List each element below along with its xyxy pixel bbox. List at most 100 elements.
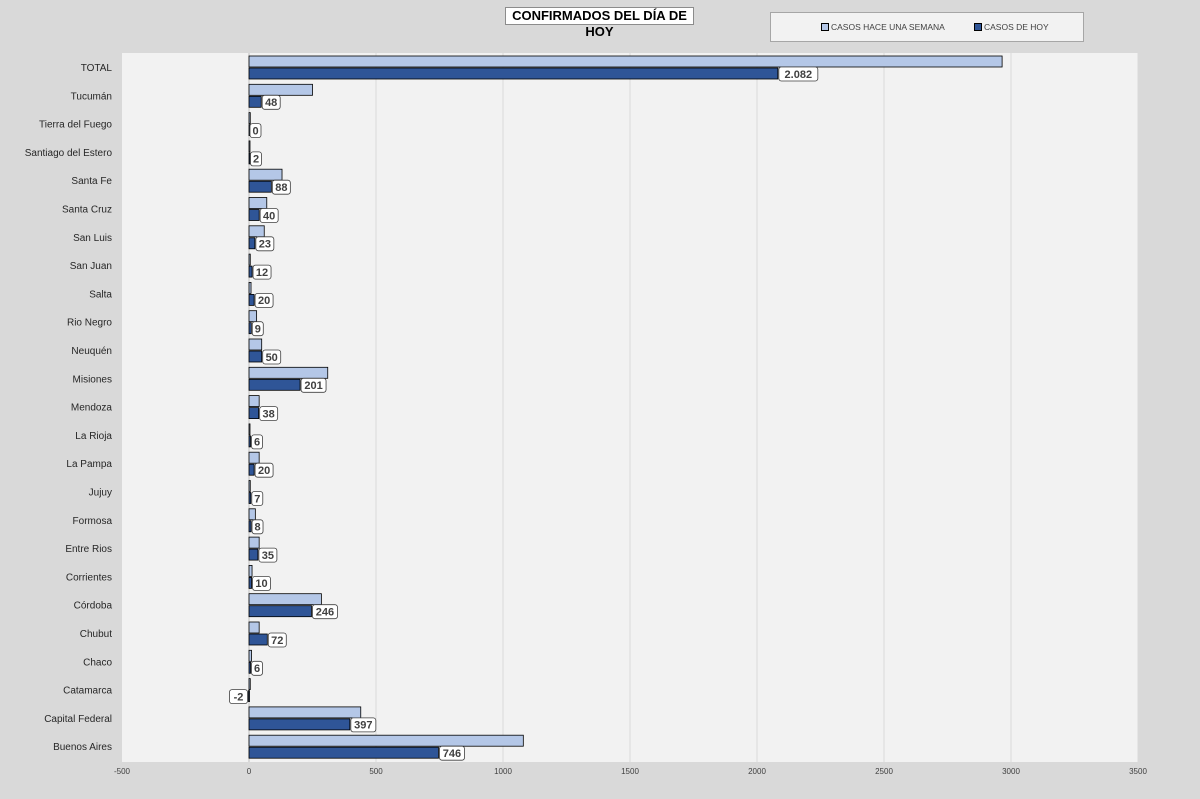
data-label-box <box>312 604 338 620</box>
data-label-box <box>229 689 248 704</box>
data-label-box <box>251 321 264 337</box>
chart-title: CONFIRMADOS DEL DÍA DE HOY <box>505 7 694 39</box>
bar-today <box>248 718 351 731</box>
category-label: Corrientes <box>66 572 112 583</box>
category-label: Capital Federal <box>44 714 112 725</box>
legend: CASOS HACE UNA SEMANA CASOS DE HOY <box>770 12 1084 42</box>
bar-today <box>248 350 263 363</box>
bar-last-week <box>248 168 283 181</box>
data-label: 7 <box>254 493 260 505</box>
data-label: 10 <box>255 578 267 590</box>
data-label-box <box>249 123 262 138</box>
bar-today <box>248 463 255 476</box>
data-label: 2.082 <box>785 69 813 81</box>
data-label-box <box>251 491 264 506</box>
x-tick-label: 1000 <box>494 767 512 776</box>
x-tick-label: 2000 <box>748 767 766 776</box>
data-label-box <box>254 292 274 308</box>
bar-last-week <box>248 480 251 492</box>
bar-today <box>248 577 252 589</box>
bar-today <box>248 67 779 80</box>
x-tick-label: 0 <box>247 767 252 776</box>
bar-last-week <box>248 395 260 408</box>
category-label: La Rioja <box>75 431 112 442</box>
bar-today <box>248 690 250 702</box>
data-label: 397 <box>354 720 372 732</box>
bar-today <box>248 661 251 674</box>
data-label: 20 <box>258 465 270 477</box>
bar-last-week <box>248 55 1003 68</box>
legend-item-last-week: CASOS HACE UNA SEMANA <box>821 22 945 32</box>
data-label: 2 <box>253 154 259 166</box>
data-label-box <box>258 547 278 563</box>
data-label-box <box>300 377 327 393</box>
bar-today <box>248 492 252 504</box>
category-label: Mendoza <box>71 403 113 414</box>
bar-last-week <box>248 593 322 606</box>
legend-swatch-last-week <box>821 23 829 31</box>
data-label: 201 <box>304 380 322 392</box>
legend-swatch-today <box>974 23 982 31</box>
legend-label-today: CASOS DE HOY <box>984 22 1049 32</box>
category-label: TOTAL <box>81 63 113 74</box>
data-label: 6 <box>254 437 260 449</box>
x-tick-label: 2500 <box>875 767 893 776</box>
data-label: 246 <box>316 607 334 619</box>
category-label: Tucumán <box>71 91 112 102</box>
bar-today <box>248 548 259 561</box>
data-label: 50 <box>266 352 278 364</box>
bar-last-week <box>248 310 258 323</box>
category-label: Santa Fe <box>71 176 112 187</box>
bar-last-week <box>248 281 252 294</box>
data-label: 6 <box>254 663 260 675</box>
data-label: 746 <box>443 748 461 760</box>
bar-today <box>248 605 312 618</box>
data-label-box <box>267 632 287 648</box>
bar-last-week <box>248 649 252 662</box>
bar-today <box>248 378 301 391</box>
bar-today <box>248 95 262 108</box>
bar-today <box>248 435 251 448</box>
category-label: Rio Negro <box>67 318 112 329</box>
bar-today <box>248 520 252 533</box>
bar-last-week <box>248 451 260 464</box>
data-label-box <box>251 519 264 535</box>
category-label: Chubut <box>80 629 112 640</box>
bar-last-week <box>248 423 251 436</box>
category-label: San Juan <box>70 261 112 272</box>
data-label: 12 <box>256 267 268 279</box>
bar-last-week <box>248 508 256 521</box>
data-label-box <box>439 745 465 761</box>
data-label-box <box>251 660 263 676</box>
legend-label-last-week: CASOS HACE UNA SEMANA <box>831 22 945 32</box>
data-label-box <box>254 462 274 478</box>
data-label-box <box>252 576 271 591</box>
bar-last-week <box>248 225 265 238</box>
x-tick-label: 1500 <box>621 767 639 776</box>
data-label: 9 <box>255 324 261 336</box>
category-label: San Luis <box>73 233 112 244</box>
x-tick-label: 3000 <box>1002 767 1020 776</box>
data-label-box <box>262 349 282 365</box>
data-label: 0 <box>252 125 258 137</box>
bar-today <box>248 237 256 250</box>
category-label: Entre Rios <box>65 544 112 555</box>
bar-last-week <box>248 83 313 96</box>
bar-today <box>248 152 251 165</box>
bar-last-week <box>248 197 268 209</box>
category-label: Santiago del Estero <box>25 148 113 159</box>
bar-last-week <box>248 536 260 549</box>
data-label: 72 <box>271 635 283 647</box>
bar-today <box>248 180 272 193</box>
data-label-box <box>251 434 263 450</box>
data-label: -2 <box>234 691 244 703</box>
data-label-box <box>778 66 819 82</box>
data-label-box <box>255 236 275 252</box>
data-label-box <box>271 179 291 195</box>
data-label-box <box>350 717 377 733</box>
data-label: 40 <box>263 210 275 222</box>
bar-today <box>248 293 255 306</box>
bar-last-week <box>248 140 251 153</box>
bar-last-week <box>248 565 253 577</box>
data-label: 8 <box>254 522 260 534</box>
